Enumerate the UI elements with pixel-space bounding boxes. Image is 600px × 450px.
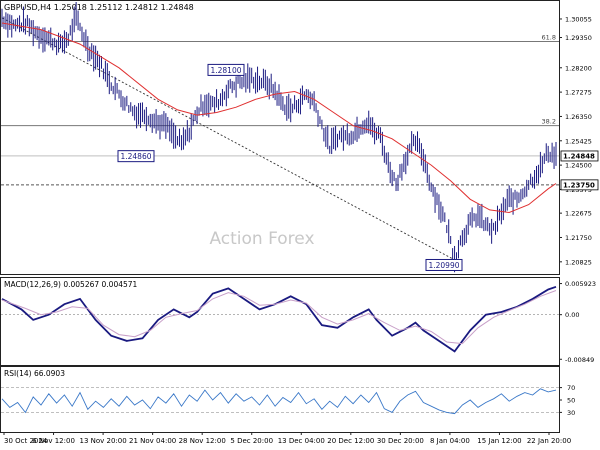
macd-line	[1, 285, 557, 353]
price-tick-label: 1.25425	[565, 137, 592, 145]
downtrend-line	[1, 17, 455, 261]
price-tick-label: 1.29350	[565, 34, 592, 42]
macd-title: MACD(12,26,9) 0.005267 0.004571	[4, 280, 138, 289]
price-tick-label: 1.20825	[565, 258, 592, 266]
price-annotation-box	[117, 150, 155, 163]
axis-price-tag	[560, 150, 599, 162]
macd-tick-label: 0.00	[565, 311, 579, 319]
price-tick-label: 1.26350	[565, 113, 592, 121]
time-tick-label: 15 Jan 12:00	[477, 437, 521, 445]
time-tick-label: 6 Nov 12:00	[32, 437, 75, 445]
symbol-header: GBPUSD,H4 1.25018 1.25112 1.24812 1.2484…	[4, 3, 194, 12]
time-tick-label: 13 Nov 20:00	[79, 437, 126, 445]
time-tick-label: 21 Nov 04:00	[129, 437, 176, 445]
price-annotation-label: 1.24860	[120, 152, 151, 161]
time-tick-label: 30 Oct 2024	[4, 437, 48, 445]
macd-panel-frame	[0, 277, 560, 366]
rsi-tick-label: 70	[567, 384, 575, 392]
fib-level-label: 61.8	[542, 33, 556, 41]
price-tick-label: 1.28200	[565, 64, 592, 72]
macd-signal-line	[1, 290, 557, 345]
time-tick-label: 20 Dec 12:00	[327, 437, 374, 445]
price-annotation-box	[425, 258, 463, 271]
axis-price-tag-label: 1.23750	[563, 181, 595, 189]
time-tick-label: 22 Jan 20:00	[527, 437, 571, 445]
fib-level-label: 38.2	[542, 118, 556, 126]
macd-tick-label: -0.00849	[565, 356, 594, 364]
price-tick-label: 1.30055	[565, 15, 592, 23]
price-tick-label: 1.27275	[565, 89, 592, 97]
time-tick-label: 30 Dec 20:00	[377, 437, 424, 445]
price-annotation-label: 1.20990	[428, 261, 459, 270]
time-tick-label: 8 Jan 04:00	[430, 437, 470, 445]
price-tick-label: 1.22675	[565, 210, 592, 218]
rsi-panel-frame	[0, 366, 560, 433]
moving-average-line	[1, 22, 557, 214]
time-tick-label: 28 Nov 12:00	[179, 437, 226, 445]
macd-tick-label: 0.005923	[565, 280, 596, 288]
price-annotation-label: 1.28100	[210, 66, 241, 75]
watermark: Action Forex	[209, 229, 314, 249]
rsi-title: RSI(14) 66.0903	[4, 369, 65, 378]
axis-price-tag-label: 1.24848	[563, 152, 595, 160]
axis-price-tag	[560, 179, 599, 191]
time-tick-label: 13 Dec 04:00	[278, 437, 325, 445]
rsi-line	[1, 388, 557, 415]
time-tick-label: 5 Dec 20:00	[230, 437, 273, 445]
rsi-tick-label: 50	[567, 397, 575, 405]
price-tick-label: 1.21750	[565, 234, 592, 242]
rsi-tick-label: 30	[567, 409, 575, 417]
price-tick-label: 1.24500	[565, 162, 592, 170]
price-annotation-box	[207, 63, 245, 76]
